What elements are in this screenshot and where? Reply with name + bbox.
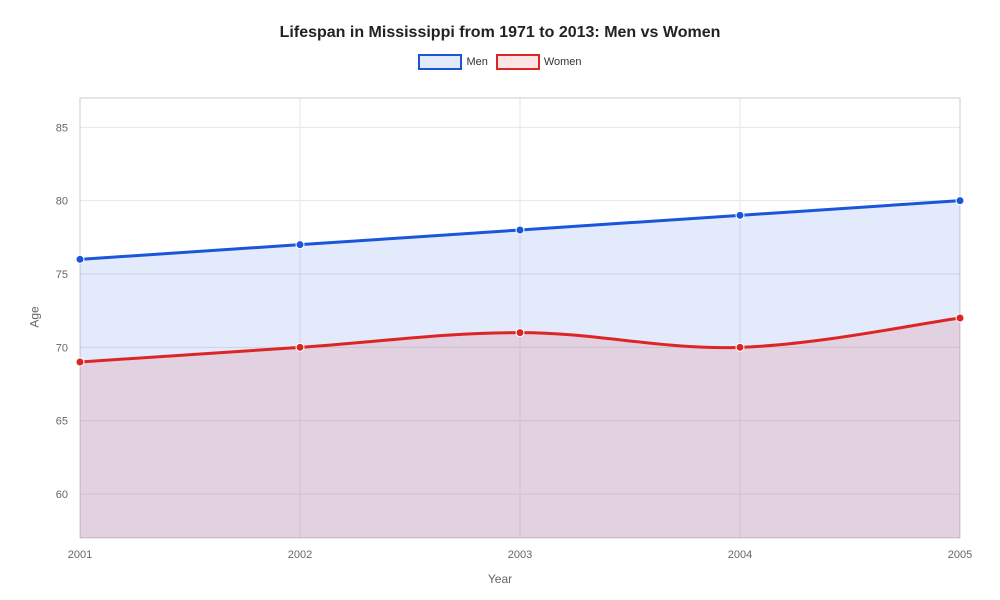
data-point[interactable] (516, 226, 524, 234)
x-axis-title: Year (488, 572, 512, 586)
x-tick-label: 2003 (508, 549, 532, 561)
y-axis-title: Age (28, 306, 42, 327)
legend-label-women: Women (544, 56, 582, 68)
chart-container: Lifespan in Mississippi from 1971 to 201… (0, 0, 1000, 600)
data-point[interactable] (956, 314, 964, 322)
data-point[interactable] (76, 358, 84, 366)
x-tick-label: 2001 (68, 549, 92, 561)
plot-area: 60657075808520012002200320042005 (80, 98, 960, 538)
x-tick-label: 2005 (948, 549, 972, 561)
y-tick-label: 60 (56, 489, 68, 501)
data-point[interactable] (956, 197, 964, 205)
data-point[interactable] (296, 241, 304, 249)
legend-swatch-men (418, 54, 462, 70)
x-tick-label: 2004 (728, 549, 752, 561)
y-tick-label: 65 (56, 416, 68, 428)
legend: Men Women (0, 54, 1000, 80)
legend-swatch-women (496, 54, 540, 70)
legend-item-women[interactable]: Women (496, 54, 582, 70)
y-tick-label: 85 (56, 122, 68, 134)
y-tick-label: 80 (56, 196, 68, 208)
chart-title: Lifespan in Mississippi from 1971 to 201… (0, 0, 1000, 54)
legend-label-men: Men (466, 56, 487, 68)
y-tick-label: 70 (56, 342, 68, 354)
legend-item-men[interactable]: Men (418, 54, 487, 70)
data-point[interactable] (296, 343, 304, 351)
data-point[interactable] (736, 211, 744, 219)
x-tick-label: 2002 (288, 549, 312, 561)
data-point[interactable] (516, 329, 524, 337)
data-point[interactable] (76, 255, 84, 263)
data-point[interactable] (736, 343, 744, 351)
y-tick-label: 75 (56, 269, 68, 281)
